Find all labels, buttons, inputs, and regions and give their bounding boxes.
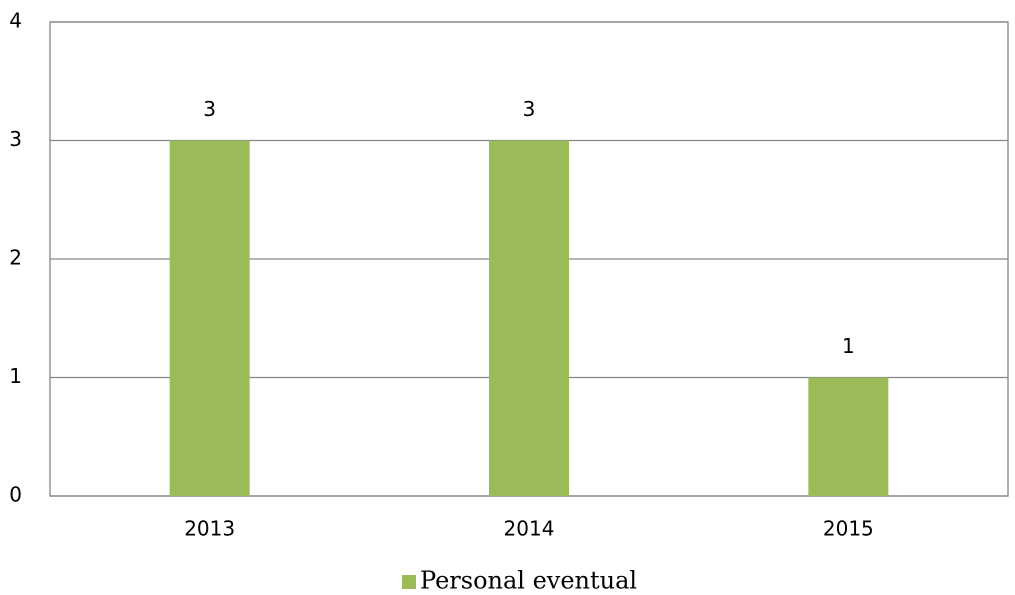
y-tick-label: 3 bbox=[9, 127, 22, 151]
bar bbox=[169, 140, 250, 496]
data-label: 1 bbox=[842, 334, 855, 358]
legend-swatch bbox=[402, 575, 416, 589]
data-label: 3 bbox=[203, 97, 216, 121]
y-tick-label: 0 bbox=[9, 483, 22, 507]
data-label: 3 bbox=[523, 97, 536, 121]
y-tick-label: 4 bbox=[9, 9, 22, 33]
y-tick-label: 1 bbox=[9, 364, 22, 388]
legend-text: Personal eventual bbox=[420, 567, 637, 595]
x-tick-label: 2013 bbox=[184, 517, 235, 541]
x-tick-label: 2015 bbox=[823, 517, 874, 541]
x-tick-label: 2014 bbox=[504, 517, 555, 541]
bar bbox=[808, 377, 889, 496]
bar bbox=[489, 140, 569, 496]
y-tick-label: 2 bbox=[9, 246, 22, 270]
